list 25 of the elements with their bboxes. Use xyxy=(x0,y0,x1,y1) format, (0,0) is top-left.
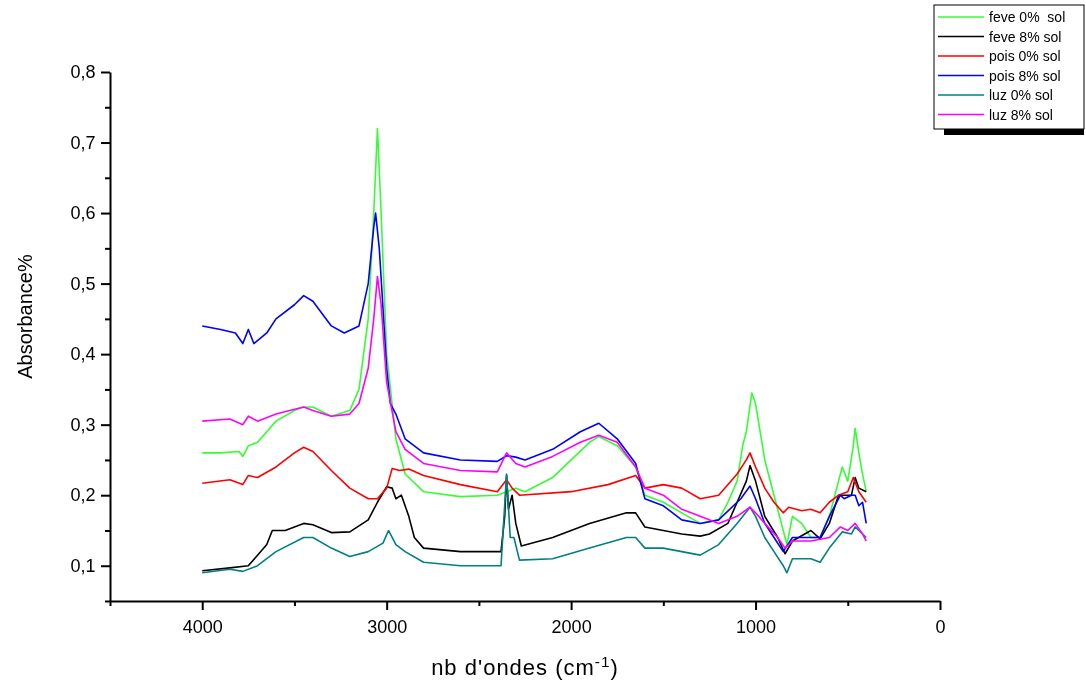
y-tick-label: 0,1 xyxy=(70,555,96,576)
x-axis-title: nb d'ondes (cm$^{-1}$) xyxy=(431,652,619,680)
y-tick-label: 0,5 xyxy=(70,273,96,294)
legend-label: feve 8% sol xyxy=(989,28,1062,45)
line-series xyxy=(201,127,868,546)
y-tick-label: 0,6 xyxy=(70,203,96,224)
y-tick-label: 0,4 xyxy=(70,344,96,365)
legend-label: pois 8% sol xyxy=(989,67,1061,84)
legend-label: pois 0% sol xyxy=(989,48,1061,64)
legend-label: feve 0% sol xyxy=(989,9,1066,25)
y-tick-label: 0,3 xyxy=(70,414,96,435)
line-series xyxy=(201,275,868,549)
x-tick-label: 4000 xyxy=(182,617,223,638)
legend-label: luz 8% sol xyxy=(989,106,1053,123)
x-tick-label: 3000 xyxy=(367,617,408,638)
x-tick-label: 1000 xyxy=(736,617,777,638)
line-series xyxy=(201,446,868,514)
line-series xyxy=(201,212,868,553)
y-tick-label: 0,8 xyxy=(70,62,96,83)
legend-label: luz 0% sol xyxy=(989,87,1053,103)
x-tick-label: 0 xyxy=(935,617,946,638)
y-tick-label: 0,7 xyxy=(70,132,96,153)
y-axis-title: Absorbance% xyxy=(14,254,36,379)
x-tick-label: 2000 xyxy=(551,617,592,638)
y-tick-label: 0,2 xyxy=(70,485,96,506)
